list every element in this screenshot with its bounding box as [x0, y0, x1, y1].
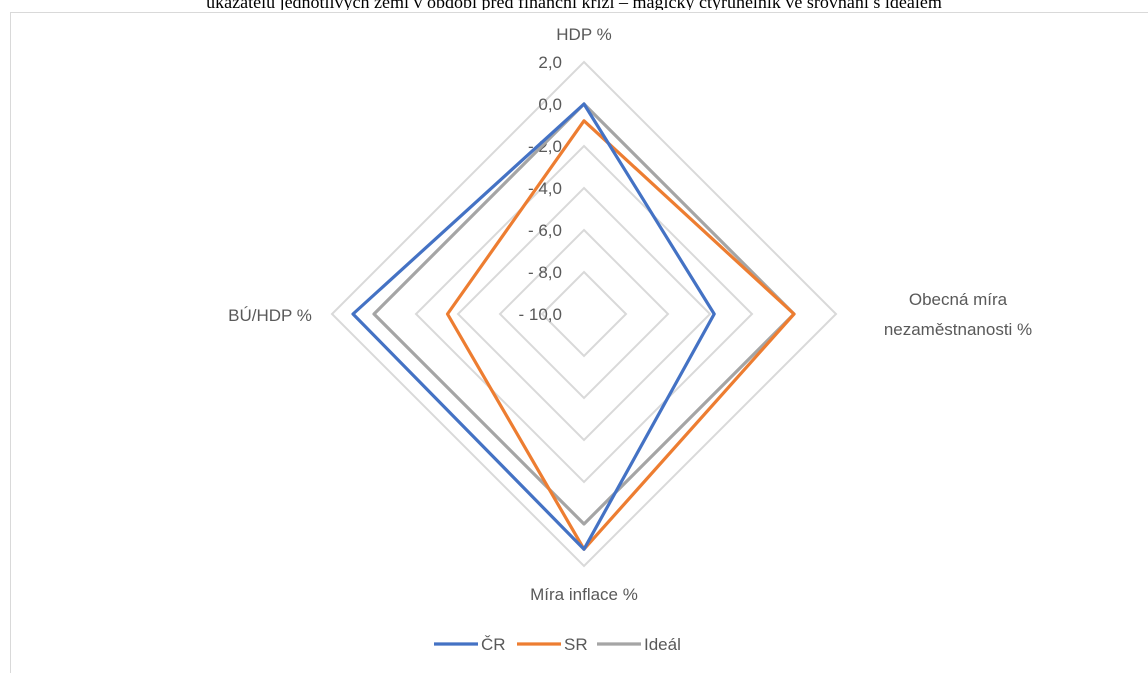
legend-label-sr: SR [564, 635, 588, 654]
axis-label-0: HDP % [556, 25, 611, 44]
tick-label-6: - 10,0 [519, 305, 562, 324]
axis-label-2: Míra inflace % [530, 585, 638, 604]
gridline-0 [330, 60, 838, 568]
figure-caption: ukazatelů jednotlivých zemí v období pře… [206, 0, 942, 10]
series-line-ideál [372, 102, 796, 526]
gridline-1 [372, 102, 796, 526]
gridline-2 [414, 144, 754, 484]
legend-label-ideál: Ideál [644, 635, 681, 654]
tick-label-4: - 6,0 [528, 221, 562, 240]
axis-label-3: BÚ/HDP % [228, 306, 312, 325]
tick-label-5: - 8,0 [528, 263, 562, 282]
tick-label-1: 0,0 [538, 95, 562, 114]
series-line-čr [351, 102, 716, 551]
gridline-3 [456, 186, 712, 442]
gridline-4 [498, 228, 670, 400]
legend-label-čr: ČR [481, 635, 506, 654]
chart-frame [10, 12, 1148, 673]
tick-label-0: 2,0 [538, 53, 562, 72]
axis-label-1: Obecná míra nezaměstnanosti % [884, 290, 1032, 339]
tick-label-3: - 4,0 [528, 179, 562, 198]
gridline-5 [540, 270, 628, 358]
